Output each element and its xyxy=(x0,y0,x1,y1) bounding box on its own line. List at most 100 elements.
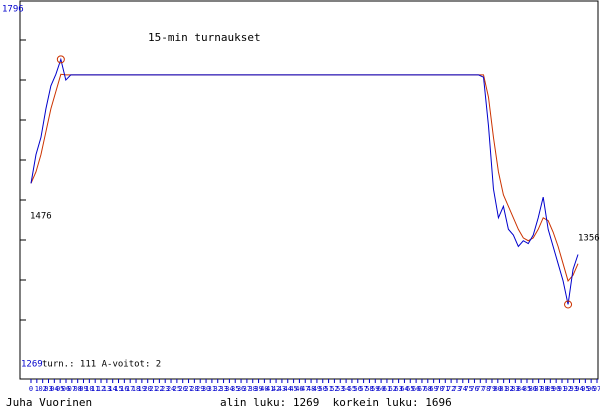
x-tick-label: 57 xyxy=(359,385,367,393)
x-tick-label: 26 xyxy=(178,385,186,393)
x-tick-label: 03 xyxy=(44,385,52,393)
x-tick-label: 67 xyxy=(418,385,426,393)
chart-title: 15-min turnaukset xyxy=(148,31,261,44)
x-tick-label: 72 xyxy=(447,385,455,393)
x-tick-label: 11 xyxy=(91,385,99,393)
left-ticks xyxy=(20,39,26,321)
x-tick-label: 38 xyxy=(249,385,257,393)
x-tick-label: 59 xyxy=(371,385,379,393)
x-tick-label: 12 xyxy=(97,385,105,393)
x-tick-label: 89 xyxy=(546,385,554,393)
x-tick-label: 96 xyxy=(587,385,595,393)
bottom-label: 1269 xyxy=(21,360,43,370)
x-tick-label: 83 xyxy=(511,385,519,393)
x-tick-label: 77 xyxy=(476,385,484,393)
x-tick-label: 08 xyxy=(73,385,81,393)
x-tick-label: 29 xyxy=(196,385,204,393)
x-tick-label: 88 xyxy=(540,385,548,393)
x-tick-label: 39 xyxy=(254,385,262,393)
x-tick-label: 81 xyxy=(499,385,507,393)
x-tick-label: 19 xyxy=(138,385,146,393)
x-tick-label: 70 xyxy=(435,385,443,393)
x-tick-label: 21 xyxy=(149,385,157,393)
x-tick-label: 14 xyxy=(108,385,116,393)
x-tick-label: 49 xyxy=(313,385,321,393)
x-tick-label: 95 xyxy=(581,385,589,393)
frame xyxy=(19,0,599,380)
x-tick-label: 45 xyxy=(289,385,297,393)
x-tick-label: 80 xyxy=(494,385,502,393)
x-tick-label: 47 xyxy=(301,385,309,393)
x-tick-label: 84 xyxy=(517,385,525,393)
x-tick-label: 35 xyxy=(231,385,239,393)
x-tick-label: 79 xyxy=(488,385,496,393)
x-tick-label: 41 xyxy=(266,385,274,393)
x-tick-label: 43 xyxy=(278,385,286,393)
x-tick-label: 58 xyxy=(365,385,373,393)
x-tick-label: 37 xyxy=(243,385,251,393)
x-tick-label: 62 xyxy=(389,385,397,393)
info: turn.: 111 A-voitot: 2 xyxy=(42,360,161,370)
x-tick-label: 93 xyxy=(569,385,577,393)
x-tick-label: 60 xyxy=(377,385,385,393)
x-tick-label: 18 xyxy=(132,385,140,393)
x-tick-label: 74 xyxy=(459,385,467,393)
x-tick-label: 28 xyxy=(190,385,198,393)
x-tick-label: 86 xyxy=(529,385,537,393)
x-tick-label: 36 xyxy=(237,385,245,393)
x-tick-label: 04 xyxy=(50,385,58,393)
x-tick-label: 44 xyxy=(284,385,292,393)
x-tick-label: 48 xyxy=(307,385,315,393)
x-tick-label: 65 xyxy=(406,385,414,393)
x-tick-label: 91 xyxy=(558,385,566,393)
x-tick-label: 20 xyxy=(143,385,151,393)
start-label: 1476 xyxy=(30,212,52,222)
x-tick-label: 07 xyxy=(68,385,76,393)
x-tick-label: 68 xyxy=(424,385,432,393)
top-label: 1796 xyxy=(2,5,24,15)
x-tick-label: 34 xyxy=(225,385,233,393)
extreme-marker xyxy=(564,300,573,309)
x-tick-label: 50 xyxy=(319,385,327,393)
x-tick-label: 61 xyxy=(383,385,391,393)
x-tick-label: 63 xyxy=(394,385,402,393)
x-tick-label: 42 xyxy=(272,385,280,393)
x-tick-label: 33 xyxy=(219,385,227,393)
x-tick-label: 75 xyxy=(464,385,472,393)
x-tick-label: 92 xyxy=(564,385,572,393)
x-tick-label: 66 xyxy=(412,385,420,393)
x-tick-label: 30 xyxy=(202,385,210,393)
x-tick-label: 71 xyxy=(441,385,449,393)
series-line xyxy=(30,73,579,282)
x-tick-label: 22 xyxy=(155,385,163,393)
x-tick-label: 78 xyxy=(482,385,490,393)
x-tick-label: 90 xyxy=(552,385,560,393)
x-tick-label: 76 xyxy=(470,385,478,393)
x-tick-label: 55 xyxy=(348,385,356,393)
x-tick-label: 32 xyxy=(214,385,222,393)
x-tick-label: 94 xyxy=(575,385,583,393)
x-tick-label: 69 xyxy=(429,385,437,393)
x-tick-label: 09 xyxy=(79,385,87,393)
x-tick-label: 85 xyxy=(523,385,531,393)
x-tick-label: 54 xyxy=(342,385,350,393)
x-tick-label: 64 xyxy=(400,385,408,393)
x-tick-label: 24 xyxy=(167,385,175,393)
x-tick-label: 27 xyxy=(184,385,192,393)
x-tick-label: 02 xyxy=(38,385,46,393)
x-tick-label: 05 xyxy=(56,385,64,393)
x-tick-label: 51 xyxy=(324,385,332,393)
x-tick-label: 73 xyxy=(453,385,461,393)
end-label: 1356 xyxy=(578,234,600,244)
x-tick-label: 25 xyxy=(173,385,181,393)
x-tick-label: 56 xyxy=(354,385,362,393)
x-tick-label: 87 xyxy=(534,385,542,393)
x-tick-label: 46 xyxy=(295,385,303,393)
extreme-marker xyxy=(56,55,65,64)
x-tick-label: 40 xyxy=(260,385,268,393)
x-tick-label: 16 xyxy=(120,385,128,393)
x-tick-label: 10 xyxy=(85,385,93,393)
x-tick-label: 1 xyxy=(35,385,39,393)
x-tick-label: 53 xyxy=(336,385,344,393)
